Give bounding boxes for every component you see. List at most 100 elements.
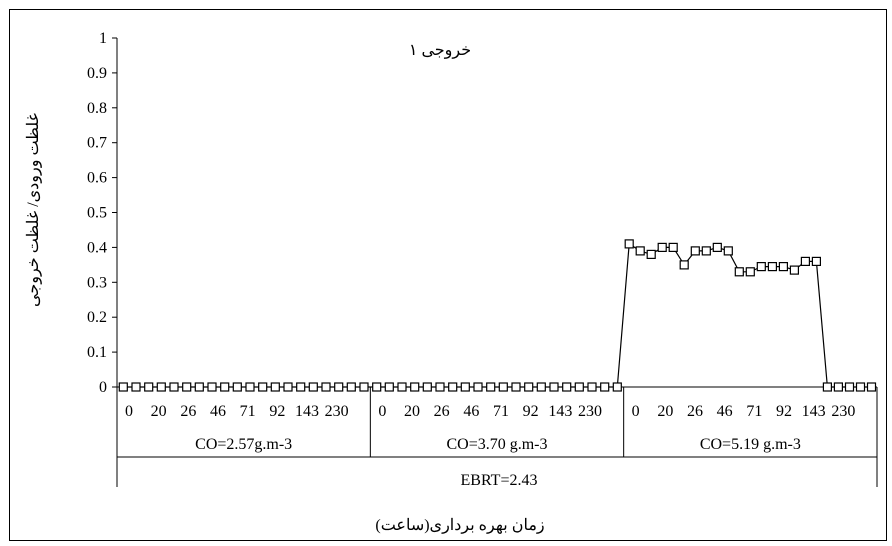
data-point-marker — [574, 382, 584, 392]
x-tick-label: 26 — [180, 403, 196, 420]
data-point-marker — [844, 382, 855, 392]
data-point-marker — [448, 382, 458, 392]
x-tick-label: 71 — [493, 403, 509, 420]
data-point-marker — [624, 239, 634, 249]
data-point-marker — [734, 267, 744, 277]
y-tick-label: 0.5 — [87, 205, 107, 222]
x-tick-label: 143 — [802, 403, 826, 420]
y-tick-label: 0 — [99, 379, 107, 396]
data-point-marker — [270, 382, 280, 392]
y-tick-label: 0.8 — [87, 100, 107, 117]
x-tick-label: 0 — [378, 403, 386, 420]
data-point-marker — [833, 382, 844, 392]
x-tick-label: 0 — [632, 403, 640, 420]
x-axis-label: زمان بهره برداری(ساعت) — [375, 517, 544, 534]
data-point-marker — [855, 382, 866, 392]
x-tick-label: 143 — [548, 403, 572, 420]
data-point-marker — [635, 246, 645, 256]
line-chart: 0 0.1 0.2 0.3 0.4 0.5 0.6 0.7 0.8 0.9 1 0 20 26 46 71 92… — [25, 30, 878, 534]
data-point-marker — [679, 260, 689, 270]
data-point-marker — [359, 382, 369, 392]
x-tick-label: 143 — [295, 403, 319, 420]
data-point-marker — [346, 382, 356, 392]
data-point-marker — [372, 382, 382, 392]
data-point-marker — [194, 382, 204, 392]
x-outer-group-label: EBRT=2.43 — [461, 472, 538, 489]
data-point-marker — [321, 382, 331, 392]
data-point-marker — [220, 382, 230, 392]
data-point-marker — [245, 382, 255, 392]
chart-title: خروجی ۱ — [409, 42, 471, 59]
data-point-marker — [690, 246, 700, 256]
data-point-marker — [767, 262, 778, 272]
data-point-marker — [422, 382, 432, 392]
x-tick-label: 71 — [240, 403, 256, 420]
data-point-marker — [207, 382, 217, 392]
x-tick-label: 92 — [776, 403, 792, 420]
x-group-label: CO=5.19 g.m-3 — [700, 436, 801, 453]
data-point-marker — [473, 382, 483, 392]
data-point-marker — [612, 382, 622, 392]
data-point-marker — [131, 382, 141, 392]
data-point-marker — [258, 382, 268, 392]
data-point-marker — [822, 382, 833, 392]
data-point-marker — [778, 262, 789, 272]
data-point-marker — [410, 382, 420, 392]
data-point-marker — [712, 242, 722, 252]
data-point-marker — [460, 382, 470, 392]
x-group-label: CO=2.57g.m-3 — [195, 436, 292, 453]
data-point-marker — [498, 382, 508, 392]
data-point-marker — [549, 382, 559, 392]
data-point-marker — [562, 382, 572, 392]
data-point-marker — [283, 382, 293, 392]
y-tick-label: 0.7 — [87, 135, 107, 152]
data-point-marker — [334, 382, 344, 392]
data-point-marker — [701, 246, 711, 256]
series-outlet-1 — [118, 239, 877, 392]
x-tick-label: 20 — [657, 403, 673, 420]
y-tick-label: 0.1 — [87, 344, 107, 361]
data-point-marker — [587, 382, 597, 392]
data-point-marker — [182, 382, 192, 392]
axes: 0 0.1 0.2 0.3 0.4 0.5 0.6 0.7 0.8 0.9 1 0 20 26 46 71 92… — [87, 30, 878, 487]
x-tick-label: 230 — [325, 403, 349, 420]
data-point-marker — [723, 246, 733, 256]
data-point-marker — [232, 382, 242, 392]
data-point-marker — [789, 265, 800, 275]
x-tick-label: 92 — [269, 403, 285, 420]
x-tick-label: 46 — [717, 403, 733, 420]
y-axis-label: غلظت ورودی/ غلظت خروجی — [25, 113, 42, 307]
data-point-marker — [811, 256, 822, 266]
x-tick-label: 0 — [125, 403, 133, 420]
data-point-marker — [657, 242, 667, 252]
data-point-marker — [296, 382, 306, 392]
x-group-label: CO=3.70 g.m-3 — [446, 436, 547, 453]
data-point-marker — [308, 382, 318, 392]
data-point-marker — [524, 382, 534, 392]
chart-frame: 0 0.1 0.2 0.3 0.4 0.5 0.6 0.7 0.8 0.9 1 0 20 26 46 71 92… — [9, 9, 887, 541]
x-tick-label: 230 — [578, 403, 602, 420]
x-tick-label: 71 — [746, 403, 762, 420]
y-tick-label: 0.6 — [87, 170, 107, 187]
y-tick-label: 0.3 — [87, 274, 107, 291]
data-point-marker — [118, 382, 128, 392]
data-point-marker — [486, 382, 496, 392]
data-point-marker — [668, 242, 678, 252]
y-tick-label: 0.4 — [87, 239, 107, 256]
data-point-marker — [866, 382, 877, 392]
data-point-marker — [745, 267, 755, 277]
y-tick-label: 0.9 — [87, 65, 107, 82]
x-tick-label: 92 — [523, 403, 539, 420]
data-point-marker — [435, 382, 445, 392]
x-tick-label: 46 — [463, 403, 479, 420]
x-tick-label: 230 — [831, 403, 855, 420]
y-tick-label: 1 — [99, 30, 107, 47]
data-point-marker — [646, 249, 656, 259]
x-tick-label: 26 — [687, 403, 703, 420]
y-tick-label: 0.2 — [87, 309, 107, 326]
data-point-marker — [600, 382, 610, 392]
x-tick-label: 46 — [210, 403, 226, 420]
data-point-marker — [511, 382, 521, 392]
data-point-marker — [800, 256, 811, 266]
data-point-marker — [144, 382, 154, 392]
